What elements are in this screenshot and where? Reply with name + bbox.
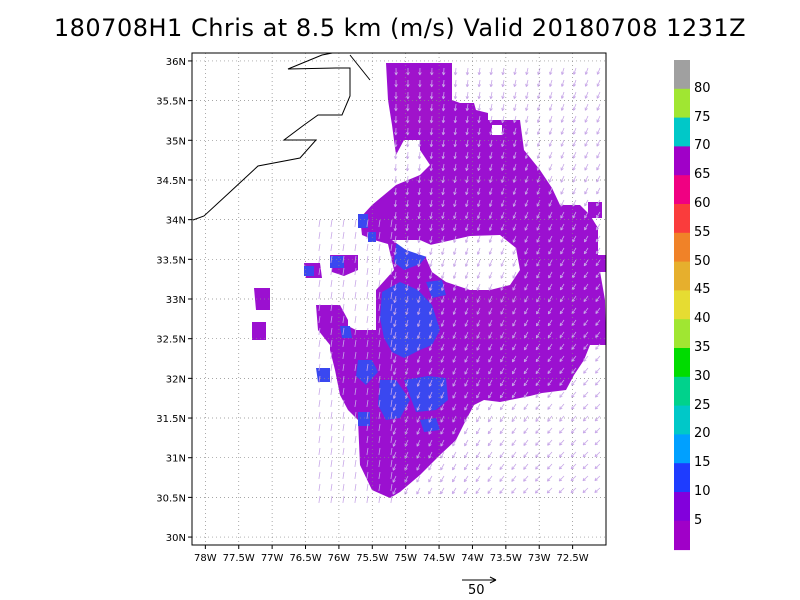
lon-tick-label: 75.5W <box>356 553 388 564</box>
colorbar-label: 40 <box>694 311 711 327</box>
colorbar-segment <box>674 204 690 234</box>
wind-field <box>192 53 606 545</box>
colorbar-label: 65 <box>694 167 711 183</box>
lat-tick-label: 33N <box>166 295 186 306</box>
colorbar-segment <box>674 232 690 263</box>
colorbar-segment <box>674 146 690 176</box>
wind-region-east <box>588 202 602 218</box>
lon-tick-label: 77.5W <box>223 553 255 564</box>
colorbar-label: 80 <box>694 80 711 96</box>
colorbar-label: 60 <box>694 196 711 211</box>
lon-tick-label: 77W <box>261 553 284 564</box>
colorbar-segment <box>674 261 690 291</box>
colorbar-label: 45 <box>694 282 711 298</box>
longitude-labels: 78W 77.5W 77W 76.5W 76W 75.5W 75W 74.5W 74W 73.5W… <box>194 545 589 564</box>
lat-tick-label: 32.5N <box>156 335 186 346</box>
lon-tick-label: 73.5W <box>490 553 522 564</box>
lon-tick-label: 75W <box>394 553 417 564</box>
map-grid <box>192 53 606 545</box>
lat-tick-label: 34N <box>166 216 186 227</box>
lon-tick-label: 74.5W <box>423 553 455 564</box>
colorbar-label: 25 <box>694 397 711 413</box>
wind-region-hole <box>426 235 520 290</box>
colorbar-label: 5 <box>694 512 703 528</box>
wind-region-se <box>594 255 606 272</box>
colorbar-label: 70 <box>694 138 711 154</box>
colorbar-segment <box>674 60 690 90</box>
lat-tick-label: 31.5N <box>156 414 186 425</box>
lat-tick-label: 32N <box>166 374 186 385</box>
colorbar-segment <box>674 405 690 435</box>
colorbar-segment <box>674 117 690 147</box>
lat-tick-label: 33.5N <box>156 255 186 266</box>
latitude-labels: 36N 35.5N 35N 34.5N 34N 33.5N 33N 32.5N 32N 31.5N… <box>156 57 192 544</box>
colorbar-segment <box>674 520 690 551</box>
lon-tick-label: 72.5W <box>557 553 589 564</box>
colorbar-label: 75 <box>694 109 711 125</box>
colorbar-segment <box>674 319 690 349</box>
lon-tick-label: 76.5W <box>289 553 321 564</box>
colorbar-segment <box>674 348 690 378</box>
colorbar-label: 35 <box>694 340 711 355</box>
colorbar-label: 50 <box>694 253 711 269</box>
wind-region-west5 <box>252 322 266 340</box>
colorbar-label: 20 <box>694 426 711 442</box>
colorbar-label: 30 <box>694 368 711 384</box>
reference-vector <box>462 576 497 584</box>
colorbar-segment <box>674 290 690 320</box>
lon-tick-label: 74W <box>461 553 484 564</box>
colorbar-segment <box>674 376 690 407</box>
colorbar-label: 10 <box>694 484 711 499</box>
lat-tick-label: 30.5N <box>156 493 186 504</box>
colorbar-segment <box>674 434 690 464</box>
wind-region-west1 <box>316 305 348 345</box>
lat-tick-label: 30N <box>166 533 186 544</box>
colorbar-label: 15 <box>694 455 711 471</box>
lat-tick-label: 36N <box>166 57 186 68</box>
lon-tick-label: 78W <box>194 553 217 564</box>
colorbar-segment <box>674 88 690 119</box>
lat-tick-label: 35N <box>166 136 186 147</box>
colorbar-segment <box>674 175 690 205</box>
wind-region-west4 <box>254 288 270 310</box>
lat-tick-label: 34.5N <box>156 176 186 187</box>
colorbar-segment <box>674 492 690 522</box>
lat-tick-label: 31N <box>166 454 186 465</box>
reference-vector-label: 50 <box>468 583 485 598</box>
coastline <box>192 53 351 221</box>
colorbar-label: 55 <box>694 224 711 240</box>
colorbar-segment <box>674 463 690 493</box>
lon-tick-label: 76W <box>328 553 351 564</box>
lon-tick-label: 73W <box>528 553 551 564</box>
lat-tick-label: 35.5N <box>156 97 186 108</box>
colorbar <box>674 60 690 551</box>
plot-title: 180708H1 Chris at 8.5 km (m/s) Valid 201… <box>53 14 747 42</box>
